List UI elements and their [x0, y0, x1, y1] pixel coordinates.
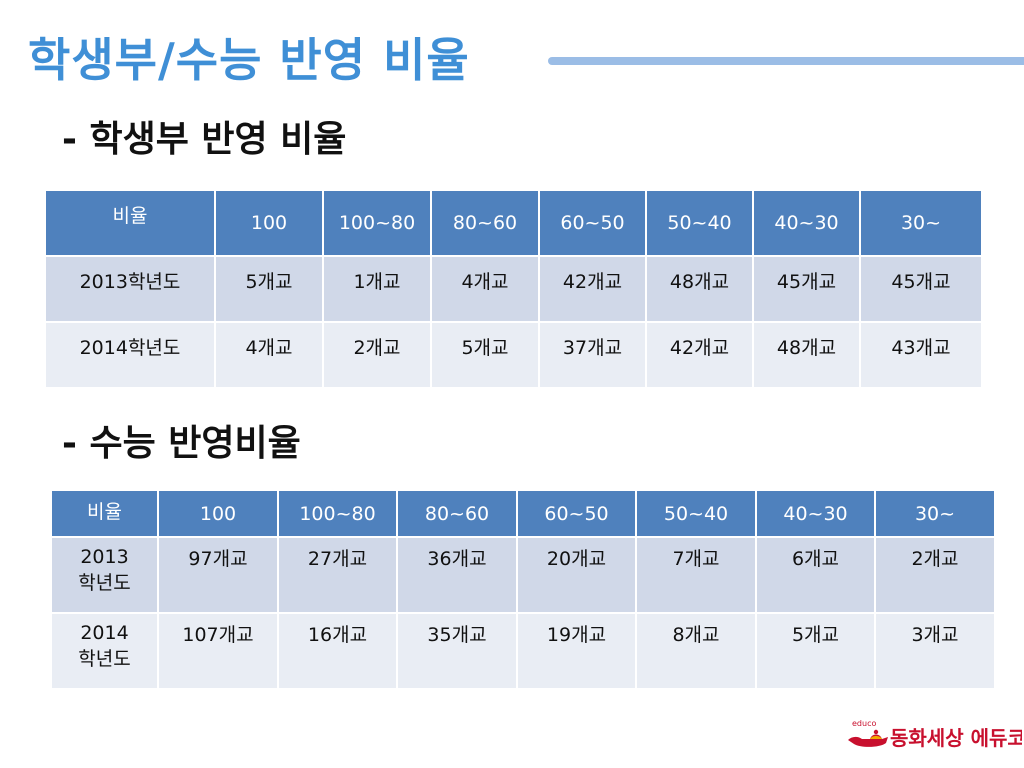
table-cell: 4개교 — [214, 321, 324, 389]
logo-small-text: educo — [852, 719, 876, 728]
column-header: 100~80 — [277, 489, 398, 538]
table-cell: 27개교 — [277, 536, 398, 614]
column-header: 50~40 — [645, 189, 754, 257]
table-header-row: 비율 100 100~80 80~60 60~50 50~40 40~30 30… — [44, 189, 983, 257]
column-header: 60~50 — [516, 489, 637, 538]
csat-ratio-table: 비율 100 100~80 80~60 60~50 50~40 40~30 30… — [50, 489, 996, 690]
column-header: 50~40 — [635, 489, 757, 538]
row-year: 2014학년도 — [44, 321, 216, 389]
table-row: 2013학년도 5개교 1개교 4개교 42개교 48개교 45개교 45개교 — [44, 255, 983, 323]
table-cell: 48개교 — [645, 255, 754, 323]
table-cell: 43개교 — [859, 321, 983, 389]
table-cell: 1개교 — [322, 255, 432, 323]
table-cell: 48개교 — [752, 321, 861, 389]
magic-lamp-icon — [848, 729, 888, 747]
table-cell: 35개교 — [396, 612, 518, 690]
column-header: 100 — [157, 489, 279, 538]
table-cell: 5개교 — [755, 612, 876, 690]
table-cell: 45개교 — [752, 255, 861, 323]
section-heading-csat: - 수능 반영비율 — [62, 423, 301, 464]
column-header: 60~50 — [538, 189, 647, 257]
column-header: 80~60 — [396, 489, 518, 538]
column-header: 30~ — [874, 489, 996, 538]
table-cell: 42개교 — [645, 321, 754, 389]
column-header: 30~ — [859, 189, 983, 257]
table-cell: 6개교 — [755, 536, 876, 614]
table-cell: 20개교 — [516, 536, 637, 614]
column-header: 100 — [214, 189, 324, 257]
row-year: 2013학년도 — [44, 255, 216, 323]
table-row: 2014학년도 4개교 2개교 5개교 37개교 42개교 48개교 43개교 — [44, 321, 983, 389]
row-year: 2013 학년도 — [50, 536, 159, 614]
table-cell: 4개교 — [430, 255, 540, 323]
table-row: 2013 학년도 97개교 27개교 36개교 20개교 7개교 6개교 2개교 — [50, 536, 996, 614]
column-header: 40~30 — [752, 189, 861, 257]
educo-logo: educo 동화세상 에듀코 — [848, 719, 1022, 750]
table-cell: 5개교 — [430, 321, 540, 389]
table-cell: 36개교 — [396, 536, 518, 614]
table-cell: 97개교 — [157, 536, 279, 614]
row-year: 2014 학년도 — [50, 612, 159, 690]
page-title: 학생부/수능 반영 비율 — [28, 33, 470, 87]
table-cell: 37개교 — [538, 321, 647, 389]
table-cell: 2개교 — [874, 536, 996, 614]
table-cell: 107개교 — [157, 612, 279, 690]
table-header-row: 비율 100 100~80 80~60 60~50 50~40 40~30 30… — [50, 489, 996, 538]
table-row: 2014 학년도 107개교 16개교 35개교 19개교 8개교 5개교 3개… — [50, 612, 996, 690]
table-cell: 5개교 — [214, 255, 324, 323]
table-cell: 7개교 — [635, 536, 757, 614]
table-cell: 2개교 — [322, 321, 432, 389]
column-header: 비율 — [44, 189, 216, 257]
table-cell: 45개교 — [859, 255, 983, 323]
column-header: 100~80 — [322, 189, 432, 257]
table-cell: 3개교 — [874, 612, 996, 690]
table-cell: 19개교 — [516, 612, 637, 690]
school-record-ratio-table: 비율 100 100~80 80~60 60~50 50~40 40~30 30… — [44, 189, 983, 389]
table-cell: 42개교 — [538, 255, 647, 323]
column-header: 80~60 — [430, 189, 540, 257]
column-header: 비율 — [50, 489, 159, 538]
section-heading-school-record: - 학생부 반영 비율 — [62, 119, 347, 160]
column-header: 40~30 — [755, 489, 876, 538]
table-cell: 16개교 — [277, 612, 398, 690]
title-underline — [548, 57, 1024, 65]
logo-wordmark: 동화세상 에듀코 — [890, 726, 1022, 750]
table-cell: 8개교 — [635, 612, 757, 690]
